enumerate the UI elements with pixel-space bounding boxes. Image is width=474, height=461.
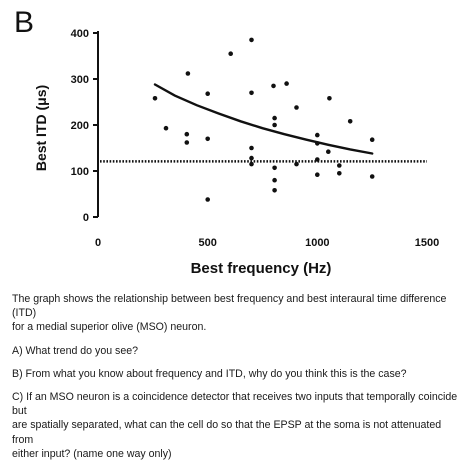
description-line-1: The graph shows the relationship between… <box>12 293 447 320</box>
data-point <box>184 131 190 137</box>
scatter-chart: 0 100 200 300 400 0 500 1000 1500 Best frequency… <box>33 28 440 277</box>
axes: 0 100 200 300 400 0 500 1000 1500 <box>71 28 440 249</box>
data-point <box>284 81 289 86</box>
y-tick-label: 200 <box>71 120 89 132</box>
data-point <box>205 136 210 142</box>
data-point <box>152 96 158 101</box>
data-point <box>272 188 277 193</box>
data-point <box>249 155 254 161</box>
question-a: A) What trend do you see? <box>12 344 139 357</box>
y-tick-label: 400 <box>71 28 89 40</box>
y-tick-label: 0 <box>83 212 89 224</box>
trend-curve <box>153 83 374 155</box>
data-point <box>272 115 277 121</box>
data-point <box>228 51 233 56</box>
data-point <box>337 163 342 168</box>
data-point <box>249 145 254 151</box>
data-point <box>315 172 320 177</box>
question-text-block: The graph shows the relationship between… <box>12 292 464 461</box>
question-c-line-3: either input? (name one way only) <box>12 447 172 460</box>
trend-curve-layer <box>153 83 374 155</box>
description-line-2: for a medial superior olive (MSO) neuron… <box>12 321 207 334</box>
x-tick-label: 500 <box>198 237 216 249</box>
data-point <box>249 161 254 167</box>
data-point <box>294 105 299 110</box>
data-point <box>337 171 342 176</box>
data-point <box>272 122 277 128</box>
data-point <box>315 132 320 138</box>
x-tick-label: 1000 <box>305 237 329 249</box>
x-axis-title: Best frequency (Hz) <box>191 260 332 277</box>
data-point <box>205 91 210 96</box>
data-point <box>249 37 254 43</box>
panel-label: B <box>14 6 35 39</box>
data-point <box>369 174 375 179</box>
data-point <box>347 119 353 124</box>
data-point <box>185 71 191 76</box>
data-point <box>272 177 277 183</box>
data-point <box>205 197 210 202</box>
data-point <box>249 90 254 96</box>
data-point <box>184 140 190 145</box>
data-point <box>327 96 332 101</box>
x-tick-label: 1500 <box>415 237 439 249</box>
data-points <box>152 37 375 202</box>
x-tick-label: 0 <box>95 237 101 249</box>
data-point <box>272 165 277 171</box>
y-tick-label: 300 <box>71 74 89 86</box>
data-point <box>271 83 276 89</box>
data-point <box>326 149 331 154</box>
question-b: B) From what you know about frequency an… <box>12 367 407 380</box>
data-point <box>315 141 320 146</box>
question-c-line-1: C) If an MSO neuron is a coincidence det… <box>12 391 458 418</box>
y-axis-title: Best ITD (μs) <box>33 85 49 171</box>
data-point <box>294 161 299 167</box>
y-tick-label: 100 <box>71 166 89 178</box>
data-point <box>369 137 375 142</box>
data-point <box>163 125 169 131</box>
data-point <box>315 157 320 162</box>
